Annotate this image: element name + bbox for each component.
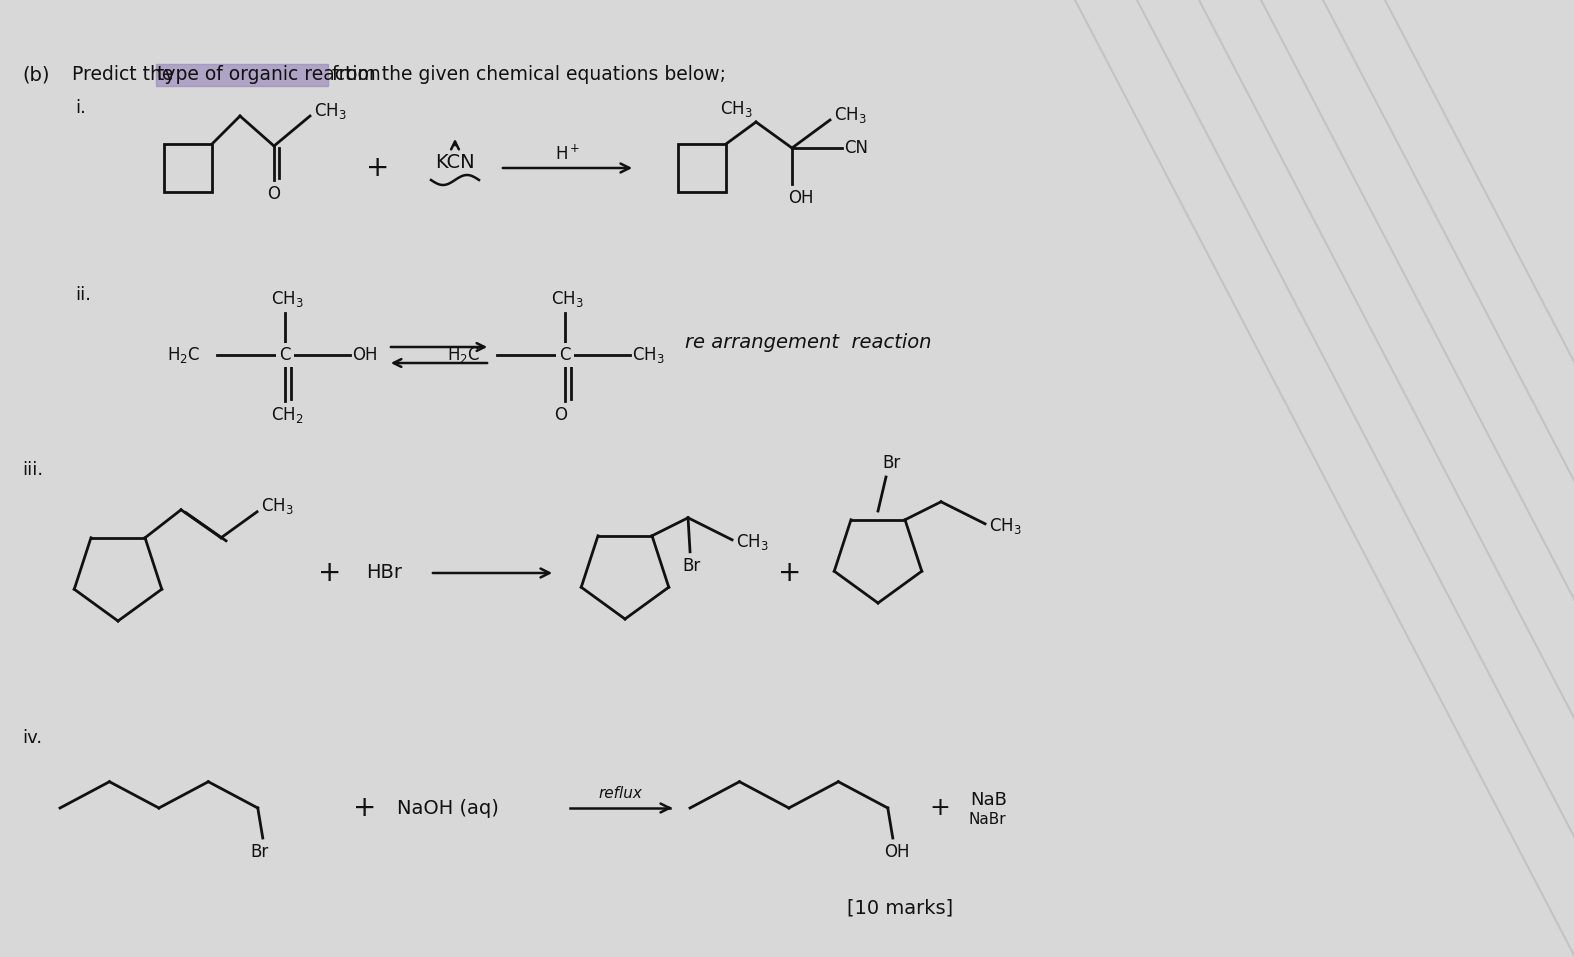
Text: OH: OH (353, 346, 378, 364)
Bar (156, 64, 327, 86)
Text: iii.: iii. (22, 461, 42, 479)
Text: from the given chemical equations below;: from the given chemical equations below; (326, 65, 726, 84)
Text: iv.: iv. (22, 729, 42, 747)
Text: +: + (930, 796, 951, 820)
Text: +: + (353, 794, 376, 822)
Text: +: + (318, 559, 342, 587)
Text: $\mathregular{H_2C}$: $\mathregular{H_2C}$ (447, 345, 480, 365)
Bar (678, 144, 726, 192)
Text: $\mathregular{CH_3}$: $\mathregular{CH_3}$ (313, 101, 346, 121)
Text: Br: Br (682, 557, 700, 575)
Text: O: O (554, 406, 568, 424)
Text: $\mathregular{CH_3}$: $\mathregular{CH_3}$ (261, 496, 294, 516)
Text: $\mathregular{CH_2}$: $\mathregular{CH_2}$ (271, 405, 304, 425)
Text: KCN: KCN (434, 153, 475, 172)
Text: HBr: HBr (367, 564, 401, 583)
Text: +: + (367, 154, 390, 182)
Text: type of organic reaction: type of organic reaction (156, 65, 381, 84)
Text: O: O (268, 185, 280, 203)
Text: $\mathregular{CH_3}$: $\mathregular{CH_3}$ (633, 345, 664, 365)
Text: OH: OH (789, 189, 814, 207)
Text: Predict the: Predict the (72, 65, 179, 84)
Text: $\mathregular{CH_3}$: $\mathregular{CH_3}$ (551, 289, 584, 309)
Text: (b): (b) (22, 65, 49, 84)
Text: $\mathregular{CH_3}$: $\mathregular{CH_3}$ (988, 516, 1022, 536)
Text: $\mathregular{CH_3}$: $\mathregular{CH_3}$ (271, 289, 304, 309)
Text: OH: OH (883, 843, 910, 861)
Text: NaOH (aq): NaOH (aq) (397, 798, 499, 817)
Text: $\mathregular{CH_3}$: $\mathregular{CH_3}$ (737, 532, 768, 552)
Text: re arrangement  reaction: re arrangement reaction (685, 333, 932, 352)
Text: reflux: reflux (598, 786, 642, 800)
Text: [10 marks]: [10 marks] (847, 899, 954, 918)
Text: C: C (279, 346, 291, 364)
Text: +: + (778, 559, 801, 587)
Text: $\mathregular{H^+}$: $\mathregular{H^+}$ (554, 145, 581, 164)
Text: NaB: NaB (970, 791, 1007, 809)
Text: C: C (559, 346, 571, 364)
Text: i.: i. (76, 99, 87, 117)
Bar (164, 144, 212, 192)
Text: CN: CN (844, 139, 867, 157)
Text: $\mathregular{CH_3}$: $\mathregular{CH_3}$ (719, 99, 752, 119)
Text: NaBr: NaBr (968, 812, 1006, 827)
Text: ii.: ii. (76, 286, 91, 304)
Text: Br: Br (250, 843, 269, 861)
Text: $\mathregular{H_2C}$: $\mathregular{H_2C}$ (167, 345, 200, 365)
Text: $\mathregular{CH_3}$: $\mathregular{CH_3}$ (834, 105, 867, 125)
Text: Br: Br (881, 454, 900, 472)
